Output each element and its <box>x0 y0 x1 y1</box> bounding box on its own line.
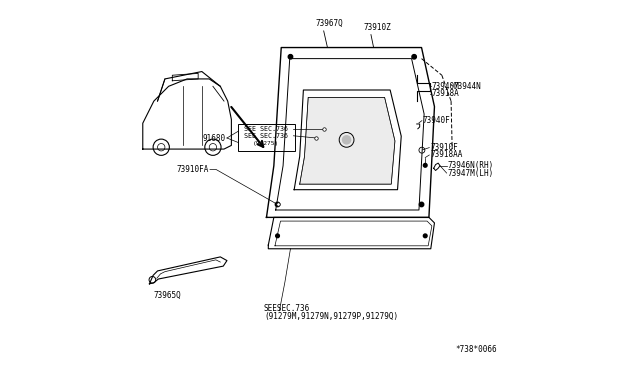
Text: (91275): (91275) <box>253 141 279 146</box>
Text: 73967Q: 73967Q <box>316 19 343 28</box>
Text: 73944N: 73944N <box>454 82 481 91</box>
Text: 73918A: 73918A <box>431 89 460 98</box>
Circle shape <box>424 163 427 167</box>
Circle shape <box>342 135 351 145</box>
Circle shape <box>276 234 280 238</box>
Text: 73910FA: 73910FA <box>177 165 209 174</box>
Text: 73910F: 73910F <box>430 143 458 152</box>
Circle shape <box>412 55 417 59</box>
Polygon shape <box>300 97 395 184</box>
Text: 73965Q: 73965Q <box>153 291 181 300</box>
Circle shape <box>275 202 280 207</box>
Text: 73947M(LH): 73947M(LH) <box>447 169 493 177</box>
Text: 73910Z: 73910Z <box>364 23 391 32</box>
Text: (91279M,91279N,91279P,91279Q): (91279M,91279N,91279P,91279Q) <box>264 311 398 320</box>
Circle shape <box>419 202 424 207</box>
Text: 73940M: 73940M <box>431 82 460 91</box>
Text: 91680: 91680 <box>203 134 226 142</box>
Text: SEE SEC.736: SEE SEC.736 <box>244 133 288 139</box>
Text: *738*0066: *738*0066 <box>456 345 497 354</box>
Circle shape <box>288 55 292 59</box>
Text: 73940F: 73940F <box>422 116 451 125</box>
Text: SEE SEC.736: SEE SEC.736 <box>244 126 288 132</box>
Text: 73946N(RH): 73946N(RH) <box>447 161 493 170</box>
FancyBboxPatch shape <box>237 124 294 151</box>
Text: SEESEC.736: SEESEC.736 <box>264 304 310 313</box>
Circle shape <box>424 234 427 238</box>
Text: 73918AA: 73918AA <box>430 151 463 160</box>
